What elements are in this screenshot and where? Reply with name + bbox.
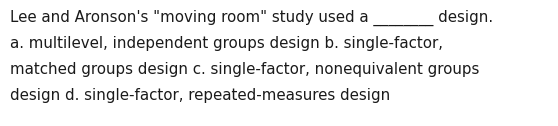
Text: matched groups design c. single-factor, nonequivalent groups: matched groups design c. single-factor, …: [10, 62, 479, 77]
Text: Lee and Aronson's "moving room" study used a ________ design.: Lee and Aronson's "moving room" study us…: [10, 10, 493, 26]
Text: design d. single-factor, repeated-measures design: design d. single-factor, repeated-measur…: [10, 88, 390, 103]
Text: a. multilevel, independent groups design b. single-factor,: a. multilevel, independent groups design…: [10, 36, 443, 51]
